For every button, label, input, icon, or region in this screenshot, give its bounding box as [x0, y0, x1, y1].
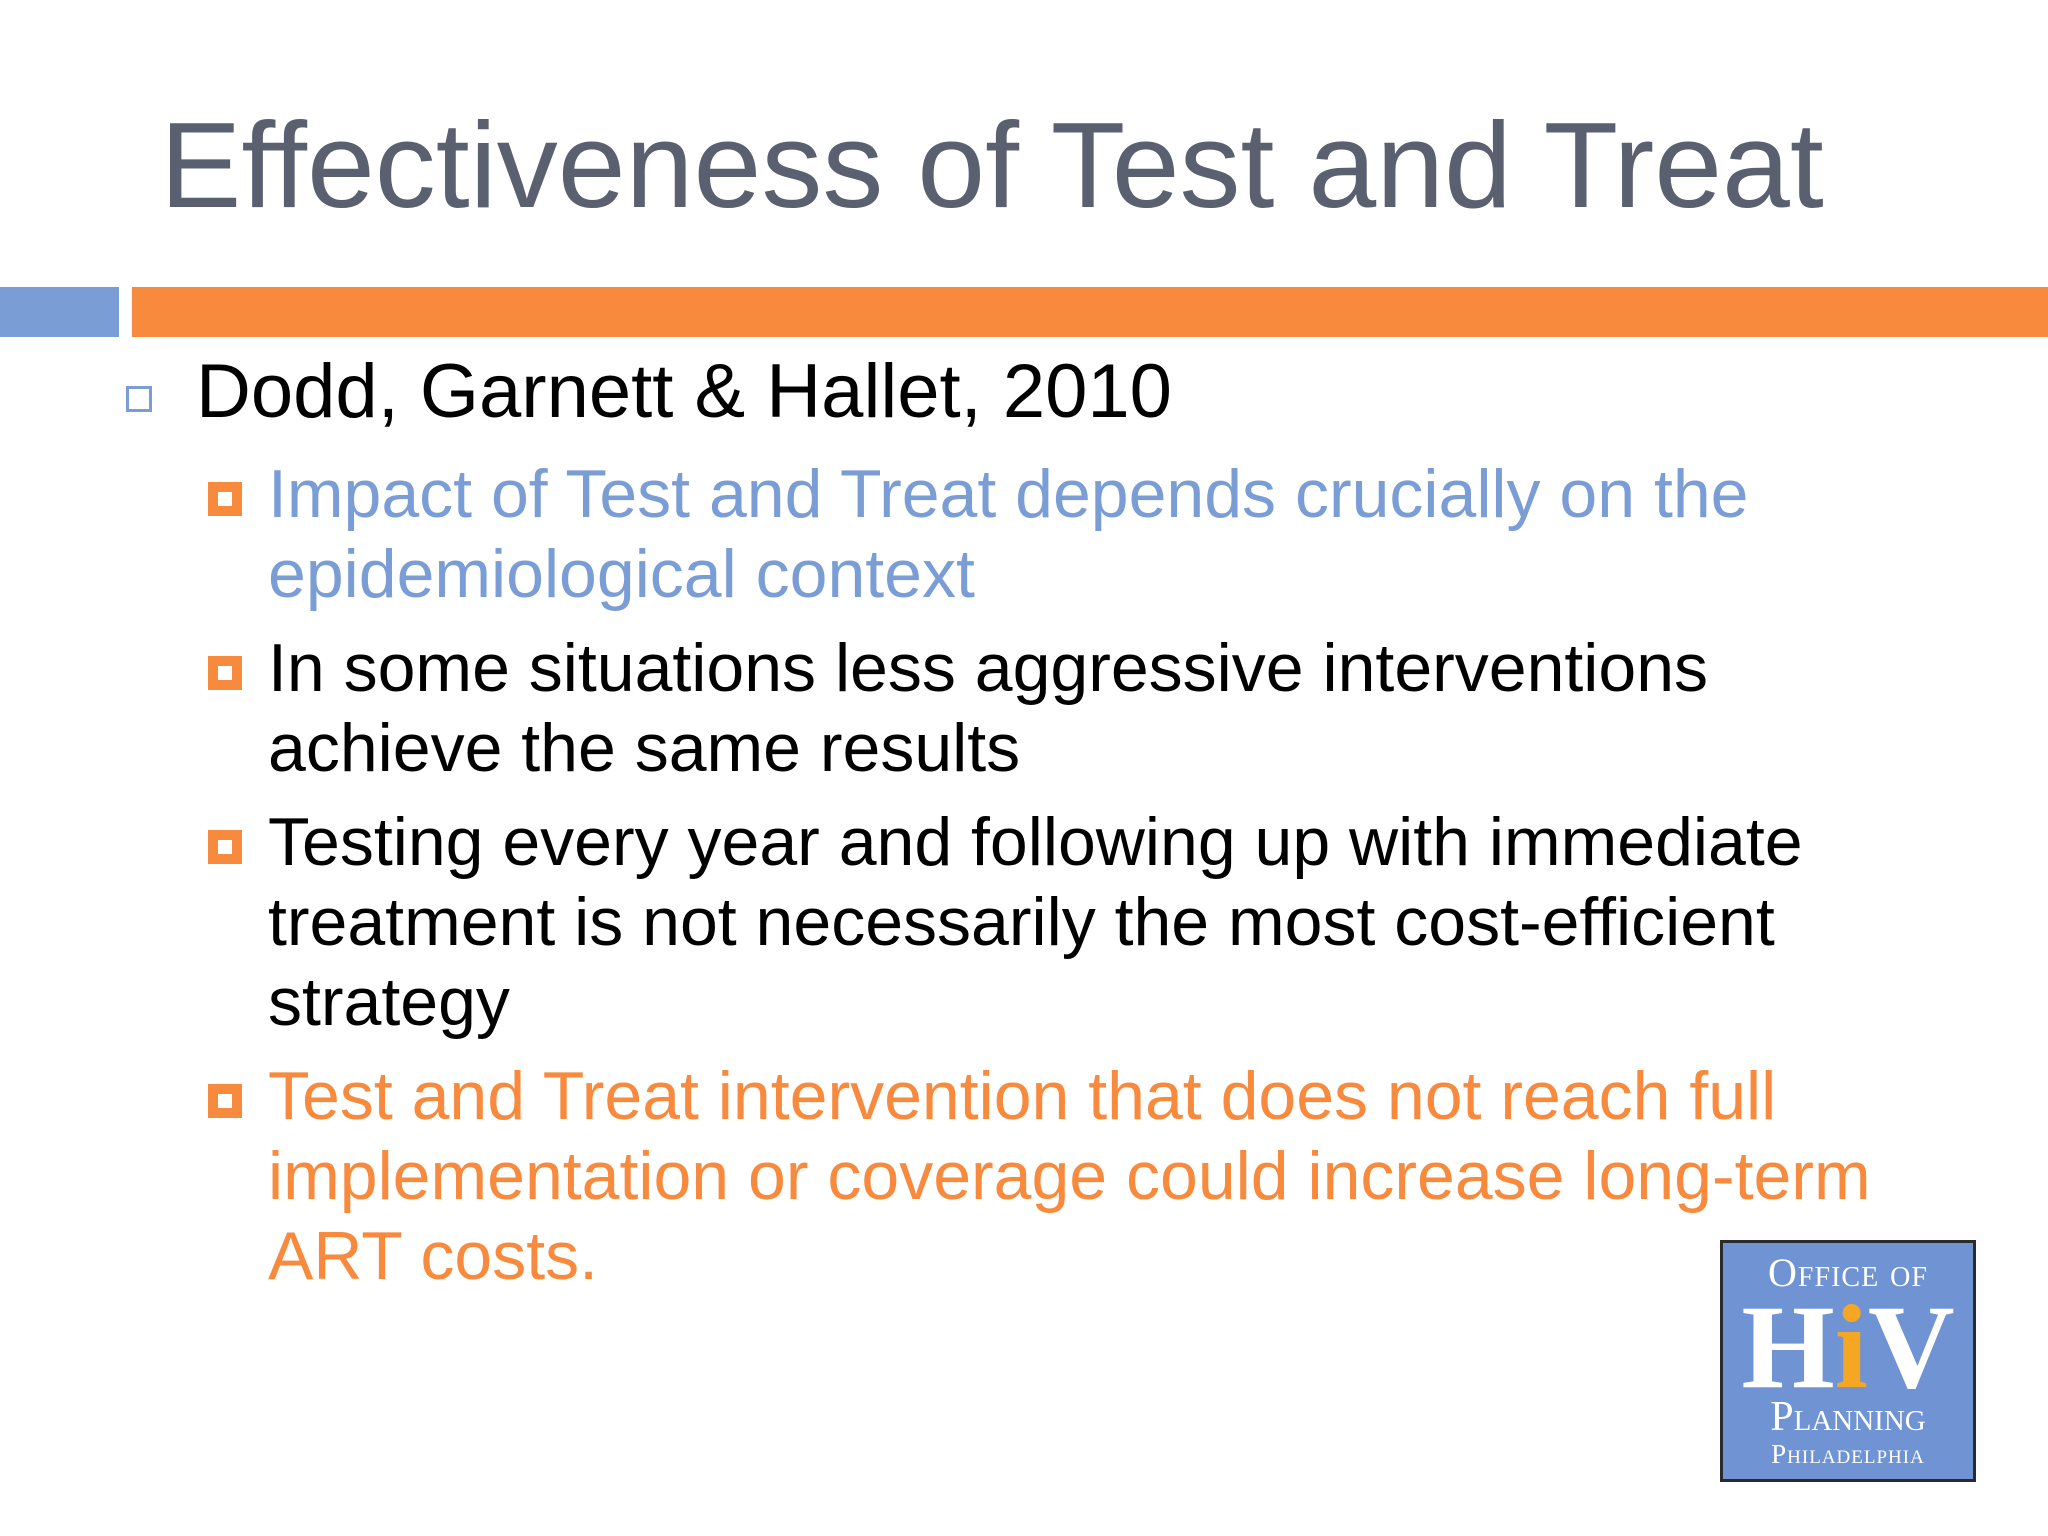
title-underline-orange-bar	[132, 287, 2048, 337]
hollow-square-bullet-icon	[126, 386, 152, 412]
logo-hiv-i: i	[1834, 1280, 1868, 1413]
orange-square-bullet-icon	[208, 656, 242, 690]
title-underline-blue-bar	[0, 287, 119, 337]
slide-title: Effectiveness of Test and Treat	[160, 97, 1824, 233]
sub-bullet-item: Impact of Test and Treat depends crucial…	[208, 454, 1928, 614]
logo-hiv-h: H	[1741, 1280, 1835, 1413]
sub-bullet-text: Testing every year and following up with…	[268, 804, 1803, 1040]
office-of-hiv-planning-logo: Office of HiV Planning Philadelphia	[1720, 1240, 1976, 1482]
sub-bullet-text: In some situations less aggressive inter…	[268, 630, 1709, 786]
logo-office-of-text: Office of	[1768, 1250, 1928, 1295]
sub-bullet-item: Testing every year and following up with…	[208, 802, 1928, 1042]
sub-bullet-item: Test and Treat intervention that does no…	[208, 1056, 1928, 1296]
level1-bullet-text: Dodd, Garnett & Hallet, 2010	[196, 349, 1172, 434]
logo-hiv-wordmark: HiV	[1723, 1287, 1973, 1407]
orange-square-bullet-icon	[208, 830, 242, 864]
sub-bullet-item: In some situations less aggressive inter…	[208, 628, 1928, 788]
sub-bullet-text: Test and Treat intervention that does no…	[268, 1058, 1871, 1294]
logo-hiv-v: V	[1868, 1280, 1955, 1413]
logo-philadelphia-text: Philadelphia	[1771, 1439, 1925, 1469]
sub-bullet-list: Impact of Test and Treat depends crucial…	[208, 454, 1928, 1310]
logo-planning-text: Planning	[1770, 1394, 1926, 1440]
orange-square-bullet-icon	[208, 482, 242, 516]
orange-square-bullet-icon	[208, 1084, 242, 1118]
sub-bullet-text: Impact of Test and Treat depends crucial…	[268, 456, 1749, 612]
